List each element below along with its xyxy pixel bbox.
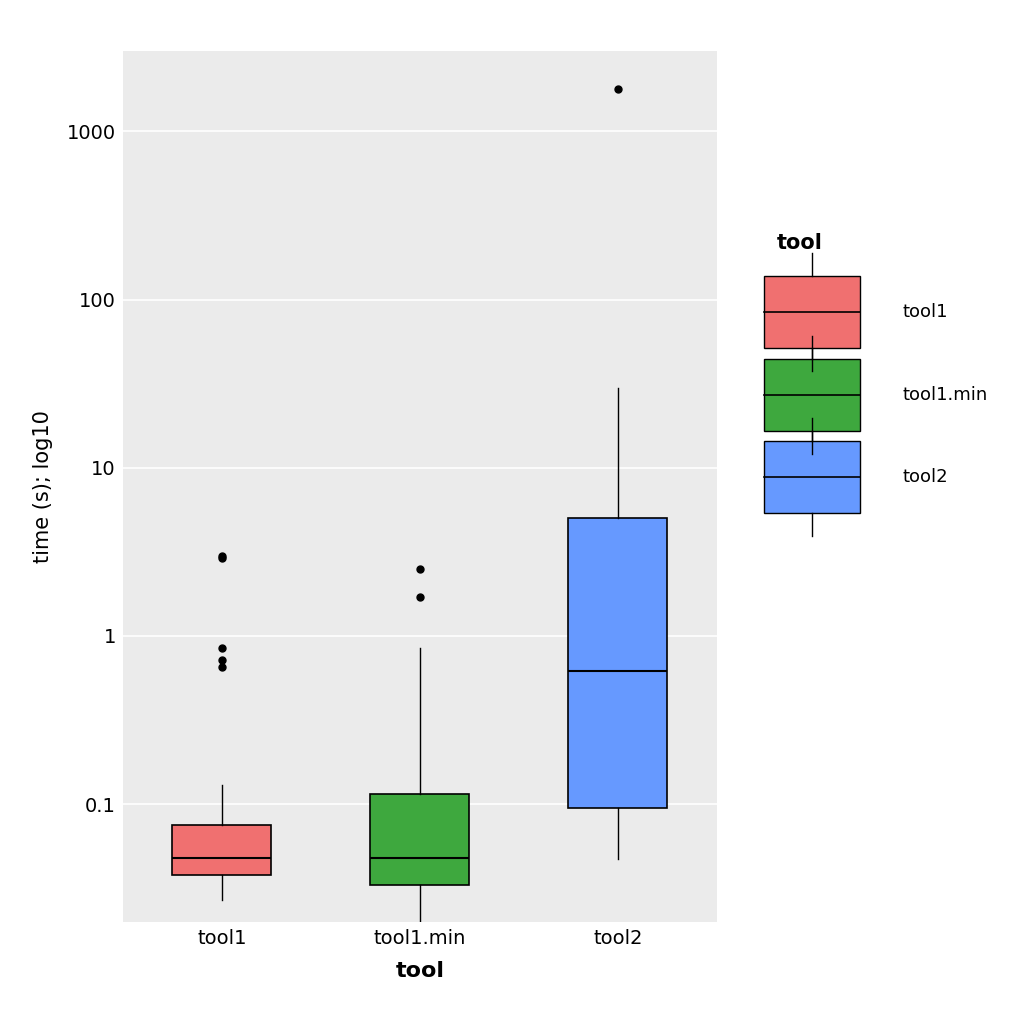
Text: tool2: tool2 xyxy=(902,468,948,486)
FancyBboxPatch shape xyxy=(764,276,860,348)
X-axis label: tool: tool xyxy=(395,962,444,981)
FancyBboxPatch shape xyxy=(764,358,860,430)
Text: tool1: tool1 xyxy=(902,303,948,322)
FancyBboxPatch shape xyxy=(764,441,860,513)
FancyBboxPatch shape xyxy=(764,276,860,348)
FancyBboxPatch shape xyxy=(764,441,860,513)
Y-axis label: time (s); log10: time (s); log10 xyxy=(33,410,53,563)
Text: tool1.min: tool1.min xyxy=(902,386,987,403)
PathPatch shape xyxy=(172,825,271,874)
Text: tool: tool xyxy=(777,233,823,254)
FancyBboxPatch shape xyxy=(764,358,860,430)
PathPatch shape xyxy=(568,518,668,808)
PathPatch shape xyxy=(371,794,469,885)
